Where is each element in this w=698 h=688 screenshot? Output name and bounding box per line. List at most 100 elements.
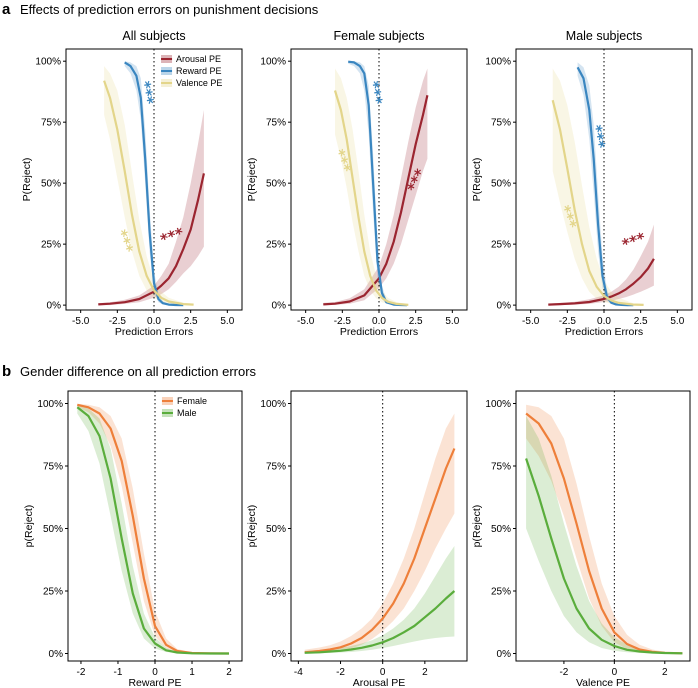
ci-band-arousal-pe [548, 224, 654, 306]
x-tick-label: 2 [226, 667, 232, 678]
x-tick-label: 0.0 [597, 316, 611, 327]
y-tick-label: 75% [491, 462, 511, 473]
charts-layer: 0%25%50%75%100%-5.0 -2.5 0.0 2.5 5.0Predicti… [21, 29, 693, 688]
series-line-male [76, 406, 229, 655]
y-axis-label: P(Reject) [21, 158, 33, 202]
y-tick-label: 50% [43, 524, 63, 535]
chart-a3: 0% 25% 50% 75% 100% -5.0 -2.5 0.0 2.5 5.0 Predicti… [471, 29, 693, 338]
y-tick-label: 75% [41, 118, 61, 129]
x-tick-label: -2.5 [334, 316, 352, 327]
y-tick-label: 100% [485, 57, 511, 68]
chart-a2: 0% 25% 50% 75% 100% -5.0 -2.5 0.0 2.5 5.0 Predicti… [246, 29, 468, 338]
x-axis-label: Reward PE [128, 677, 181, 688]
x-tick-label: 5.0 [220, 316, 234, 327]
y-tick-label: 100% [485, 399, 511, 410]
y-tick-label: 100% [260, 399, 286, 410]
ci-band-female [526, 404, 683, 654]
series-line-male [304, 590, 456, 654]
ci-band-valence-pe [335, 68, 409, 306]
ci-band-valence-pe [552, 68, 644, 306]
y-tick-label: 50% [266, 524, 286, 535]
plot-frame [290, 390, 468, 662]
ci-band-male [526, 416, 683, 654]
y-tick-label: 0% [47, 301, 62, 312]
y-tick-label: 100% [260, 57, 286, 68]
x-tick-label: 2 [662, 667, 668, 678]
series-line-arousal-pe [98, 173, 205, 306]
legend-label: Male [177, 408, 197, 418]
x-tick-label: -1 [114, 667, 123, 678]
x-axis-label: Prediction Errors [340, 326, 418, 338]
x-axis-label: Prediction Errors [115, 326, 193, 338]
chart-title: Female subjects [333, 29, 424, 43]
series-line-male [525, 458, 683, 655]
x-tick-label: -2 [559, 667, 568, 678]
y-tick-label: 0% [497, 301, 512, 312]
x-tick-label: -4 [294, 667, 303, 678]
x-tick-label: 2.5 [409, 316, 423, 327]
y-axis-label: P(Reject) [471, 158, 483, 202]
series-line-valence-pe [551, 99, 644, 306]
y-tick-label: 50% [491, 524, 511, 535]
legend-label: Valence PE [176, 78, 222, 88]
y-tick-label: 25% [491, 587, 511, 598]
x-tick-label: -2.5 [559, 316, 577, 327]
x-tick-label: 5.0 [445, 316, 459, 327]
x-tick-label: 2.5 [634, 316, 648, 327]
y-tick-label: 50% [491, 179, 511, 190]
y-tick-label: 0% [272, 649, 287, 660]
series-line-reward-pe [124, 61, 184, 307]
series-line-valence-pe [333, 90, 409, 306]
y-tick-label: 25% [266, 240, 286, 251]
x-tick-label: 0 [612, 667, 618, 678]
legend-label: Female [177, 396, 207, 406]
y-tick-label: 100% [37, 399, 63, 410]
x-tick-label: 5.0 [670, 316, 684, 327]
x-axis-label: Prediction Errors [565, 326, 643, 338]
x-tick-label: 0 [380, 667, 386, 678]
x-tick-label: 0.0 [147, 316, 161, 327]
x-tick-label: 1 [189, 667, 195, 678]
x-tick-label: 2.5 [184, 316, 198, 327]
series-line-valence-pe [103, 80, 194, 306]
x-tick-label: 2 [422, 667, 428, 678]
significance-stars: *** [136, 80, 158, 106]
chart-title: All subjects [122, 29, 185, 43]
y-tick-label: 75% [266, 118, 286, 129]
chart-b1: 0% 25% 50% 75% 100% -2 -1 0 1 2 Reward PE p(Reject)… [23, 390, 243, 688]
plot-frame [515, 390, 691, 662]
y-tick-label: 75% [266, 462, 286, 473]
legend-label: Arousal PE [176, 54, 221, 64]
y-tick-label: 0% [49, 649, 64, 660]
significance-stars: *** [587, 124, 609, 150]
x-axis-label: Valence PE [576, 677, 630, 688]
series-line-reward-pe [576, 66, 634, 307]
x-tick-label: -5.0 [297, 316, 315, 327]
x-tick-label: -5.0 [72, 316, 90, 327]
significance-stars: *** [364, 80, 386, 106]
y-tick-label: 25% [266, 587, 286, 598]
y-axis-label: p(Reject) [246, 505, 258, 548]
y-tick-label: 50% [41, 179, 61, 190]
y-tick-label: 0% [272, 301, 287, 312]
x-tick-label: -2 [336, 667, 345, 678]
section-b-letter: b [2, 363, 11, 380]
x-tick-label: -2 [77, 667, 86, 678]
x-tick-label: 0 [152, 667, 158, 678]
legend-label: Reward PE [176, 66, 222, 76]
chart-title: Male subjects [566, 29, 642, 43]
y-tick-label: 0% [497, 649, 512, 660]
series-line-arousal-pe [548, 258, 655, 306]
y-axis-label: p(Reject) [471, 505, 483, 548]
ci-band-female [304, 413, 455, 654]
series-line-reward-pe [348, 60, 407, 307]
legend: Arousal PE Reward PE Valence PE [161, 54, 222, 88]
y-tick-label: 100% [35, 57, 61, 68]
y-tick-label: 75% [491, 118, 511, 129]
y-axis-label: P(Reject) [246, 158, 258, 202]
y-tick-label: 75% [43, 462, 63, 473]
ci-band-male [77, 404, 229, 654]
y-tick-label: 25% [41, 240, 61, 251]
chart-b3: 0% 25% 50% 75% 100% -2 0 2 Valence PE p(Reject) [471, 390, 691, 688]
